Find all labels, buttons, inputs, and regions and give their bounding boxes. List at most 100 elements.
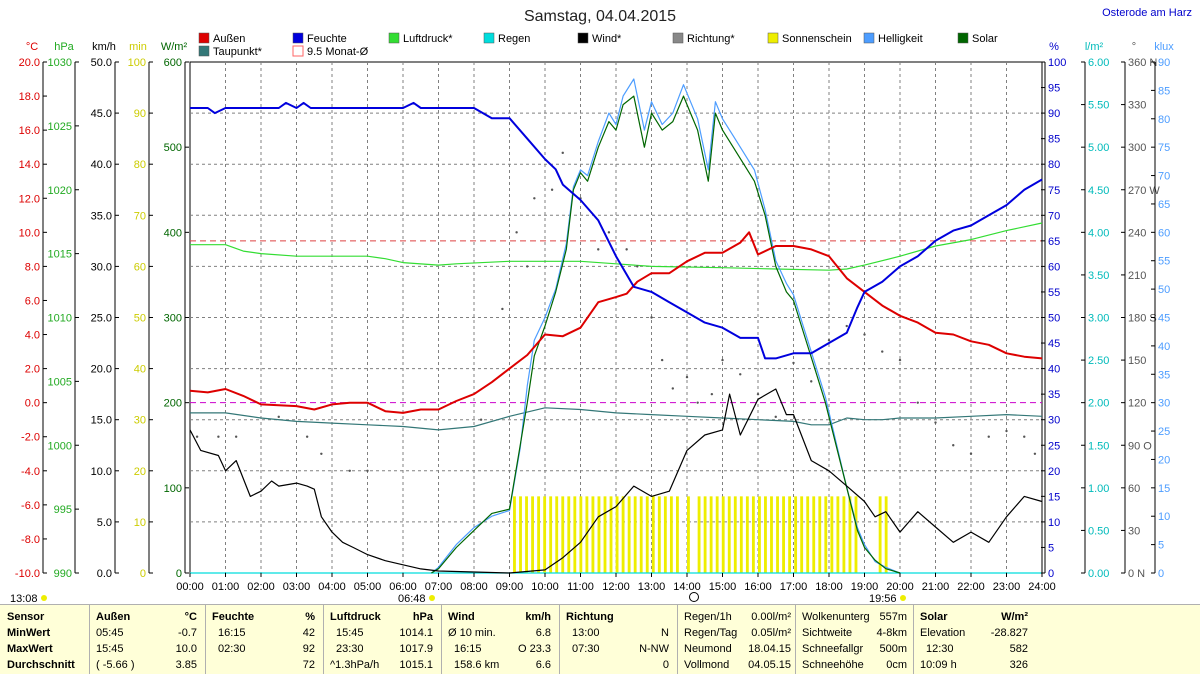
sunset-label: 19:56 (869, 593, 897, 604)
sunshine-bar (782, 496, 785, 573)
right-axis-label: 70 (1048, 210, 1060, 222)
sunshine-bar (669, 496, 673, 573)
luftdruck-min-value: 1014.1 (399, 627, 433, 639)
series-richtung-point (721, 358, 724, 362)
schneefallgr-value: 500m (879, 643, 907, 655)
right-axis-label: 60 (1158, 227, 1170, 239)
right-axis-label: 0 N (1128, 568, 1145, 580)
sunshine-bar (639, 496, 643, 573)
right-axis-label: 55 (1048, 287, 1060, 299)
stats-sensor-head: Sensor (7, 611, 45, 623)
right-axis-label: 0 (1158, 568, 1164, 580)
sunshine-bar (675, 496, 679, 573)
series-richtung-point (650, 316, 653, 319)
regen-tag-value: 0.05l/m² (751, 627, 791, 639)
legend-swatch (292, 45, 304, 57)
moon-icon (689, 592, 699, 602)
richtung-head: Richtung (566, 611, 614, 623)
right-axis-label: 50 (1158, 284, 1170, 296)
aussen-min-time: 05:45 (96, 627, 124, 639)
left-axis-label: 50.0 (91, 57, 112, 69)
feuchte-min-time: 16:15 (218, 627, 246, 639)
right-axis-label: 4.50 (1088, 185, 1109, 197)
right-axis-label: 3.50 (1088, 270, 1109, 282)
series-richtung-point (756, 392, 760, 396)
series-richtung-point (774, 415, 777, 419)
series-helligkeit (431, 78, 901, 574)
left-axis-label: 10 (134, 517, 146, 529)
sunshine-bar (830, 496, 834, 573)
feuchte-head: Feuchte (212, 611, 255, 623)
sunshine-bar (824, 496, 828, 573)
sunshine-bar (788, 496, 792, 573)
weather-chart: Samstag, 04.04.2015 Osterode am Harz 00:… (10, 7, 1192, 604)
aussen-max-time: 15:45 (96, 643, 124, 655)
x-tick-label: 18:00 (815, 581, 843, 593)
sunshine-bar (733, 496, 737, 573)
sunshine-bar (800, 496, 804, 573)
sichtweite-label: Sichtweite (802, 627, 853, 639)
sunshine-bar (697, 496, 701, 573)
sunshine-bar (555, 496, 559, 573)
legend-label: Wind* (592, 33, 622, 45)
left-axis-label: 990 (54, 568, 72, 580)
right-axis-unit: ° (1132, 41, 1136, 53)
x-tick-label: 08:00 (460, 581, 488, 593)
left-axis-label: 40.0 (91, 159, 112, 171)
luftdruck-max-time: 23:30 (336, 643, 364, 655)
legend-label: Regen (498, 33, 530, 45)
sunshine-bar (513, 496, 516, 573)
aussen-min-value: -0.7 (178, 627, 197, 639)
reference-lines (190, 240, 1042, 404)
wind-max-value: O 23.3 (517, 643, 551, 655)
left-axis-label: 1020 (48, 185, 72, 197)
right-axis-label: 70 (1158, 171, 1170, 183)
left-axis-unit: hPa (54, 41, 74, 53)
sunshine-bar (621, 496, 625, 573)
wolkenunterg-value: 557m (879, 611, 907, 623)
legend: Außen Feuchte Luftdruck* Regen Wind* Richtung… (198, 32, 998, 58)
sunshine-bar (567, 496, 571, 573)
luftdruck-head: Luftdruck (330, 611, 381, 623)
right-axis-label: 5.00 (1088, 142, 1109, 154)
left-axis-label: 100 (128, 57, 146, 69)
sunshine-bar (727, 496, 731, 573)
elevation-label: Elevation (920, 627, 966, 639)
sunshine-bar (842, 496, 846, 573)
x-tick-label: 10:00 (531, 581, 559, 593)
sunshine-bar (884, 496, 888, 573)
sichtweite-value: 4-8km (876, 627, 907, 639)
sunshine-bar (758, 496, 761, 573)
sunshine-bar (633, 496, 637, 573)
sunshine-bar (812, 496, 816, 573)
left-axis-label: 600 (164, 57, 182, 69)
luftdruck-max-value: 1017.9 (399, 643, 433, 655)
x-tick-label: 02:00 (247, 581, 275, 593)
sunset-sun-icon (900, 595, 906, 601)
left-axis-unit: km/h (92, 41, 116, 53)
right-axis-label: 3.00 (1088, 313, 1109, 325)
wolkenunterg-label: Wolkenunterg (802, 611, 870, 623)
aussen-max-value: 10.0 (175, 643, 197, 655)
left-axis-unit: min (129, 41, 147, 53)
x-tick-label: 11:00 (567, 581, 594, 593)
now-marker-label: 13:08 (10, 593, 38, 604)
series-richtung-point (366, 469, 369, 472)
sunshine-bar (525, 496, 528, 573)
chart-title: Samstag, 04.04.2015 (524, 8, 676, 25)
x-tick-label: 09:00 (496, 581, 524, 593)
series-richtung-point (881, 350, 884, 353)
left-axis-label: 18.0 (19, 91, 40, 103)
right-axis-label: 60 (1048, 261, 1060, 273)
right-axis-label: 10 (1048, 517, 1060, 529)
right-axis-label: 100 (1048, 57, 1066, 69)
series-richtung-point (217, 435, 220, 438)
x-tick-label: 05:00 (354, 581, 382, 593)
left-axis-label: 995 (54, 504, 72, 516)
right-axis-label: 40 (1158, 341, 1170, 353)
legend-label: Außen (213, 33, 245, 45)
stats-col-sensor: Sensor MinWert MaxWert Durchschnitt (0, 605, 90, 674)
left-axis-label: -8.0 (21, 534, 40, 546)
legend-swatch (483, 32, 495, 44)
sunshine-bar (609, 496, 613, 573)
